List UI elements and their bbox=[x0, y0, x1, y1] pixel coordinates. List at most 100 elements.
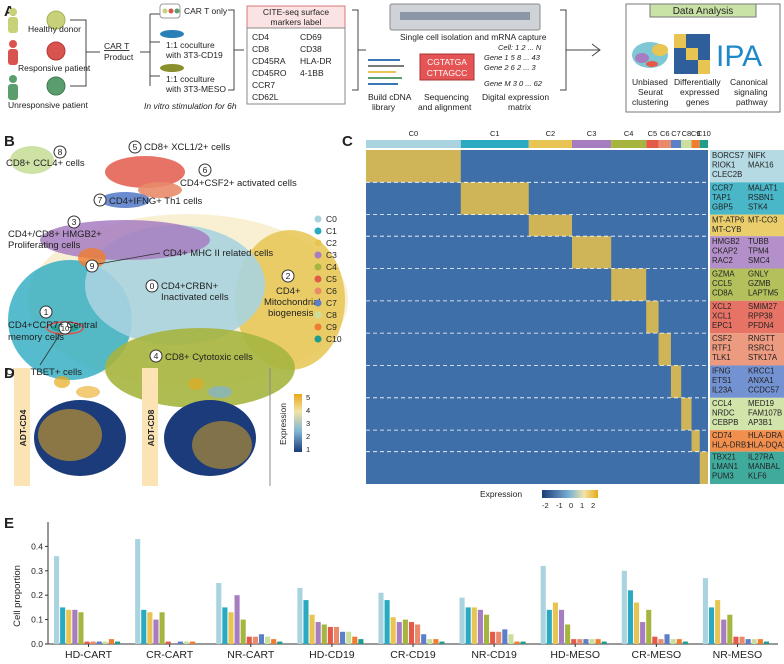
d-legend-tick: 5 bbox=[306, 393, 310, 402]
e-y-tick-label: 0.1 bbox=[31, 615, 43, 625]
c-legend-tick: 1 bbox=[580, 501, 584, 510]
gene-label: KLF6 bbox=[748, 472, 767, 481]
leader-line bbox=[39, 333, 61, 366]
d-legend-tick: 3 bbox=[306, 419, 310, 428]
bar-cr-cd19-c3 bbox=[396, 622, 402, 644]
marker: CD38 bbox=[300, 44, 322, 54]
gene-block-bg bbox=[710, 182, 784, 215]
bar-cr-cd19-c6 bbox=[415, 624, 421, 644]
bar-hd-cd19-c8 bbox=[346, 631, 352, 644]
c-legend-tick: -1 bbox=[556, 501, 563, 510]
e-category-label: CR-CD19 bbox=[390, 649, 436, 661]
bar-cr-meso-c5 bbox=[652, 636, 658, 644]
cluster-bar-label: C10 bbox=[697, 129, 711, 138]
bar-nr-cd19-c2 bbox=[471, 607, 477, 644]
gene-label: KRCC1 bbox=[748, 366, 774, 375]
person-body-icon bbox=[8, 17, 18, 33]
bar-nr-cart-c10 bbox=[277, 641, 283, 644]
heatmap-thumb-cell bbox=[698, 60, 710, 74]
gene-label: MAK16 bbox=[748, 161, 774, 170]
donor-label: Healthy donor bbox=[28, 24, 81, 34]
gene-label: RSRC1 bbox=[748, 344, 774, 353]
bar-cr-cart-c5 bbox=[165, 641, 171, 644]
step-build-line1: Build cDNA bbox=[368, 92, 412, 102]
step-matrix-line1: Digital expression bbox=[482, 92, 549, 102]
sequence-box bbox=[419, 53, 475, 81]
bar-nr-cd19-c9 bbox=[514, 641, 520, 644]
gene-label: TBX21 bbox=[712, 453, 736, 462]
step-seq-line2: and alignment bbox=[418, 102, 472, 112]
marker: CD45RO bbox=[252, 68, 287, 78]
markers-right: CD69 CD38 HLA-DR 4-1BB bbox=[300, 32, 332, 78]
sequence-line1: CGTATGA bbox=[427, 57, 467, 67]
cluster-number-badge bbox=[149, 349, 163, 363]
map-label-strip bbox=[14, 368, 30, 486]
cluster-number-badge bbox=[53, 145, 67, 159]
donor-unresponsive: Unresponsive patient bbox=[8, 75, 88, 110]
map-title-cd4: ADT-CD4 bbox=[18, 409, 28, 446]
person-icon bbox=[9, 8, 17, 16]
condition-meso-line2: with 3T3-MESO bbox=[165, 84, 226, 94]
bar-hd-meso-c2 bbox=[552, 602, 558, 644]
marker: CD69 bbox=[300, 32, 322, 42]
bar-nr-cd19-c4 bbox=[483, 614, 490, 644]
cluster-number-badge bbox=[281, 269, 295, 283]
bar-nr-cart-c8 bbox=[265, 636, 271, 644]
gene-label: IL27RA bbox=[748, 453, 775, 462]
e-category-label: HD-MESO bbox=[550, 649, 600, 661]
markers-box bbox=[246, 27, 346, 105]
bar-cr-cd19-c5 bbox=[408, 622, 415, 644]
hot-block-c8 bbox=[681, 397, 692, 431]
cluster-bar-c7 bbox=[670, 140, 682, 148]
marker: CD4 bbox=[252, 32, 269, 42]
gene-label: ANXA1 bbox=[748, 376, 774, 385]
bar-nr-meso-c10 bbox=[763, 641, 769, 644]
cluster-number-badge bbox=[58, 321, 72, 335]
gene-label: MED19 bbox=[748, 399, 774, 408]
bar-cr-meso-c6 bbox=[658, 639, 664, 644]
bar-nr-cd19-c3 bbox=[477, 609, 483, 644]
d-colorbar bbox=[294, 394, 302, 452]
panel-a: A Healthy donor Responsive patient Unres… bbox=[4, 3, 781, 113]
e-category-label: NR-MESO bbox=[713, 649, 763, 661]
gene-label: CCDC57 bbox=[748, 385, 779, 394]
gene-label: CD74 bbox=[712, 431, 733, 440]
heatmap-gene-labels: BORCS7 NIFK RIOK1 MAK16 CLEC2B CCR7 MALAT1 TAP1… bbox=[710, 150, 784, 484]
e-category-label: CR-CART bbox=[146, 649, 194, 661]
bar-cr-cd19-c9 bbox=[433, 639, 439, 644]
bar-nr-cart-c6 bbox=[252, 636, 258, 644]
matrix-row: Cell: 1 2 ... N bbox=[498, 43, 542, 52]
cluster-bar-c0 bbox=[366, 140, 461, 148]
bar-nr-meso-c9 bbox=[757, 639, 763, 644]
arrow-to-analysis bbox=[560, 9, 601, 91]
analysis-label: genes bbox=[686, 97, 709, 107]
hot-block-c4 bbox=[611, 268, 647, 301]
bar-cr-meso-c4 bbox=[646, 609, 652, 644]
panel-b-letter: B bbox=[4, 133, 15, 150]
cluster-bar-label: C5 bbox=[648, 129, 658, 138]
gene-label: XCL2 bbox=[712, 302, 732, 311]
marker: CD45RA bbox=[252, 56, 286, 66]
cluster-bar-label: C4 bbox=[624, 129, 634, 138]
umap-region-c7 bbox=[100, 192, 150, 208]
bar-hd-cart-c0 bbox=[54, 556, 60, 644]
e-y-tick-label: 0.3 bbox=[31, 566, 43, 576]
gene-label: MT-ATP6 bbox=[712, 216, 744, 225]
d-legend-tick: 1 bbox=[306, 445, 310, 454]
cdna-library-icon bbox=[368, 59, 404, 85]
gene-label: CCR7 bbox=[712, 183, 733, 192]
gene-label: TLK1 bbox=[712, 353, 731, 362]
c-legend-tick: -2 bbox=[542, 501, 549, 510]
bar-cr-meso-c1 bbox=[627, 590, 633, 644]
bar-nr-meso-c4 bbox=[727, 614, 733, 644]
cluster-label: memory cells bbox=[8, 332, 64, 343]
d-legend-title: Expression bbox=[278, 403, 288, 445]
cluster-number: 4 bbox=[154, 351, 159, 361]
gene-label: RIOK1 bbox=[712, 161, 735, 170]
person-body-icon bbox=[8, 49, 18, 65]
bar-nr-meso-c6 bbox=[739, 636, 745, 644]
gene-label: TUBB bbox=[748, 237, 769, 246]
cluster-label: CD4+IFNG+ Th1 cells bbox=[109, 196, 203, 207]
marker: CD8 bbox=[252, 44, 269, 54]
